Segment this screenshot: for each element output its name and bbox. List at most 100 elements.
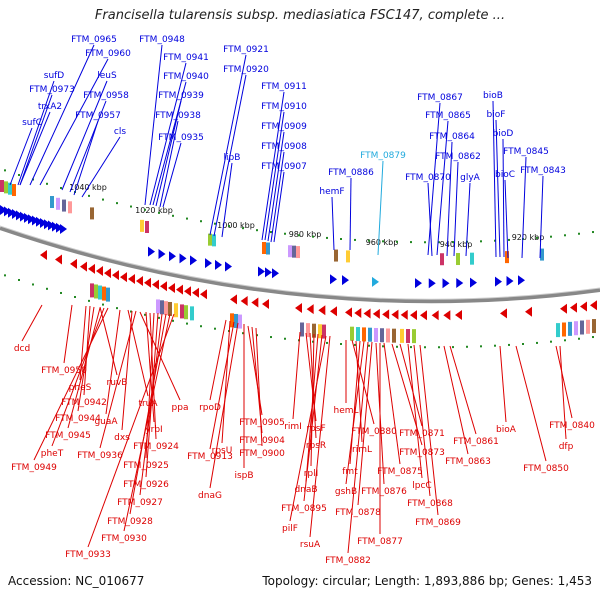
gene-label-ftm-0928: FTM_0928 (107, 517, 153, 527)
gene-leader-line (69, 100, 107, 193)
scale-dot (326, 341, 328, 344)
scale-dot (508, 343, 510, 346)
gene-label-ftm-0927: FTM_0927 (117, 498, 163, 508)
scale-dot (396, 345, 398, 348)
forward-gene-arrow (32, 215, 39, 226)
gene-label-ftm-0939: FTM_0939 (158, 91, 204, 101)
feature-block (392, 328, 396, 343)
forward-gene-arrow (44, 219, 51, 230)
gene-label-ruvb: ruvB (107, 378, 128, 388)
gene-leader-line (495, 119, 501, 258)
gene-label-bioc: bioC (495, 170, 515, 180)
scale-dot (536, 236, 538, 239)
gene-label-ispb: ispB (234, 471, 253, 481)
gene-label-ftm-0941: FTM_0941 (163, 53, 209, 63)
reverse-gene-arrow (184, 286, 191, 297)
feature-block (8, 182, 12, 195)
feature-block (180, 304, 184, 319)
scale-dot (18, 173, 20, 176)
gene-label-ftm-0878: FTM_0878 (335, 508, 381, 518)
gene-leader-line (465, 182, 471, 257)
scale-dot (102, 303, 104, 306)
feature-block (145, 221, 149, 234)
gene-label-hemf: hemF (319, 187, 344, 197)
gene-label-ppa: ppa (172, 403, 189, 413)
feature-block (266, 242, 270, 255)
reverse-gene-arrow (262, 299, 269, 310)
gene-leader-line (399, 343, 423, 427)
reverse-gene-arrow (96, 266, 103, 277)
feature-block (234, 313, 238, 328)
feature-block (68, 201, 72, 214)
scale-dot (536, 341, 538, 344)
gene-leader-line (129, 313, 167, 515)
gene-leader-line (446, 141, 453, 257)
gene-leader-line (144, 44, 163, 206)
reverse-gene-arrow (580, 301, 587, 312)
feature-block (440, 253, 444, 266)
scale-dot (228, 225, 230, 228)
scale-dot (284, 232, 286, 235)
gene-leader-line (99, 306, 118, 376)
scale-dot (46, 182, 48, 185)
gene-label-ftm-0882: FTM_0882 (325, 556, 371, 566)
gene-label-ftm-0924: FTM_0924 (133, 442, 179, 452)
forward-gene-arrow (495, 276, 502, 287)
scale-dot (284, 337, 286, 340)
gene-leader-line (289, 335, 327, 522)
scale-dot (46, 287, 48, 290)
gene-label-ftm-0886: FTM_0886 (328, 168, 374, 178)
scale-dot (200, 220, 202, 223)
scale-dot (410, 346, 412, 349)
scale-dot (144, 313, 146, 316)
reverse-gene-arrow (88, 263, 95, 274)
feature-block (50, 196, 54, 209)
genome-summary-text: Topology: circular; Length: 1,893,886 bp… (262, 574, 592, 588)
forward-gene-arrow (205, 258, 212, 269)
scale-dot (270, 231, 272, 234)
forward-gene-arrow (265, 267, 272, 278)
gene-label-ftm-0908: FTM_0908 (261, 142, 307, 152)
gene-leader-line (427, 182, 433, 257)
scale-dot (186, 217, 188, 220)
gene-leader-line (261, 91, 285, 241)
gene-label-ftm-0875: FTM_0875 (377, 467, 423, 477)
gene-label-rpli: rplI (304, 469, 319, 479)
gene-leader-line (63, 304, 73, 364)
scale-dot (116, 202, 118, 205)
reverse-gene-arrow (295, 302, 302, 313)
forward-gene-arrow (215, 259, 222, 270)
feature-block (322, 324, 326, 339)
gene-label-trua: truA (138, 399, 158, 409)
gene-label-ftm-0960: FTM_0960 (85, 49, 131, 59)
gene-label-heml: hemL (333, 406, 358, 416)
feature-block (174, 303, 178, 318)
kbp-tick-label: 1000 kbp (217, 221, 255, 230)
feature-block (318, 324, 322, 339)
gene-leader-line (345, 340, 365, 485)
gene-label-ftm-0909: FTM_0909 (261, 122, 307, 132)
scale-dot (452, 346, 454, 349)
scale-dot (508, 238, 510, 241)
reverse-gene-arrow (192, 287, 199, 298)
scale-dot (466, 345, 468, 348)
scale-dot (158, 211, 160, 214)
gene-leader-line (221, 320, 231, 444)
reverse-gene-arrow (443, 310, 451, 321)
gene-label-leus: leuS (97, 71, 117, 81)
gene-label-ftm-0843: FTM_0843 (520, 166, 566, 176)
forward-gene-arrow (225, 261, 232, 272)
reverse-gene-arrow (354, 307, 362, 318)
gene-leader-line (121, 310, 133, 431)
scale-dot (340, 238, 342, 241)
gene-leader-line (539, 175, 544, 259)
reverse-gene-arrow (144, 277, 151, 288)
forward-gene-arrow (28, 214, 35, 225)
gene-leader-line (273, 171, 285, 243)
gene-label-rimi: rimI (284, 422, 302, 432)
forward-gene-arrow (179, 253, 187, 264)
forward-gene-arrow (372, 276, 379, 287)
feature-block (106, 287, 110, 302)
gene-label-pilf: pilF (282, 524, 298, 534)
